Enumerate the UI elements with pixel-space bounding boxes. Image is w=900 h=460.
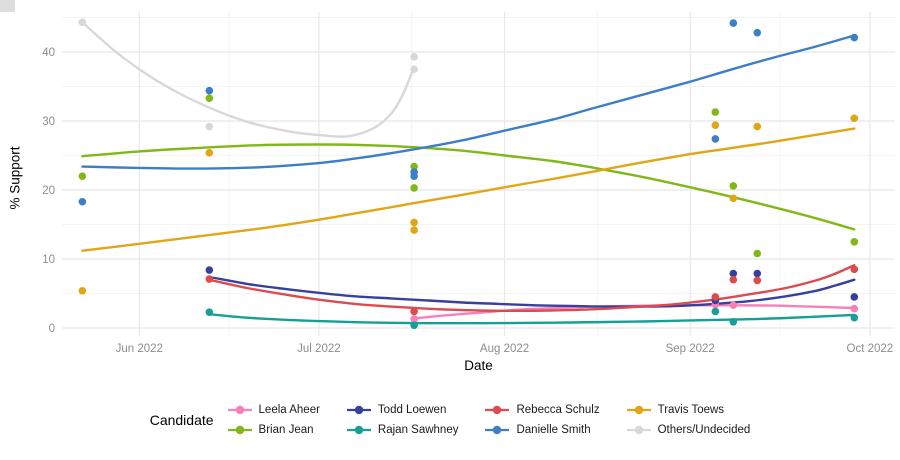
point-todd-loewen [753, 269, 762, 278]
chart-svg: 0 10 20 30 40 Jun 2022 Jul 2022 Aug 2022 Sep 202… [42, 12, 895, 355]
y-tick-label: 0 [49, 323, 55, 335]
series-line-travis-toews [81, 127, 856, 252]
point-brian-jean [711, 108, 720, 116]
point-travis-toews [410, 226, 418, 234]
point-todd-loewen [729, 269, 738, 278]
legend-key-icon [346, 425, 371, 435]
point-danielle-smith [410, 172, 418, 181]
point-danielle-smith [729, 19, 738, 27]
point-rebecca-schulz [711, 293, 720, 301]
legend-key-icon [626, 405, 651, 415]
legend-item-label: Danielle Smith [516, 424, 591, 436]
legend-item-label: Others/Undecided [657, 424, 751, 436]
series-line-others-undecided [81, 21, 416, 138]
point-todd-loewen [850, 293, 859, 301]
point-others-undecided [205, 122, 214, 131]
point-leela-aheer [850, 304, 859, 313]
legend-key-icon [626, 425, 651, 435]
legend-item-label: Leela Aheer [258, 404, 320, 416]
point-brian-jean [78, 172, 87, 181]
series-line-rebecca-schulz [208, 264, 856, 313]
point-rajan-sawhney [729, 318, 738, 326]
legend-key-icon [227, 405, 252, 415]
point-brian-jean [410, 184, 418, 192]
point-travis-toews [410, 218, 418, 227]
legend-item-rebecca-schulz: Rebecca Schulz [484, 404, 600, 416]
point-rebecca-schulz [753, 276, 762, 285]
legend-title: Candidate [149, 412, 214, 428]
point-rajan-sawhney [850, 313, 859, 322]
x-axis-title: Date [464, 358, 493, 373]
x-tick-label: Aug 2022 [480, 343, 529, 355]
legend-item-others-undecided: Others/Undecided [626, 424, 751, 436]
legend-item-label: Travis Toews [657, 404, 725, 416]
point-travis-toews [753, 122, 762, 131]
legend-item-label: Brian Jean [258, 424, 314, 436]
legend-item-label: Rebecca Schulz [516, 404, 600, 416]
point-brian-jean [753, 249, 762, 258]
corner-artifact [0, 0, 15, 12]
y-tick-label: 40 [42, 47, 55, 59]
y-axis-title: % Support [7, 146, 23, 210]
x-tick-label: Sep 2022 [666, 343, 715, 355]
legend-item-rajan-sawhney: Rajan Sawhney [346, 424, 459, 436]
point-leela-aheer [729, 301, 738, 310]
legend-item-leela-aheer: Leela Aheer [227, 404, 320, 416]
legend-item-todd-loewen: Todd Loewen [346, 404, 459, 416]
series-line-todd-loewen [208, 275, 856, 308]
point-travis-toews [729, 194, 738, 203]
point-brian-jean [729, 182, 738, 190]
legend-item-label: Todd Loewen [377, 404, 447, 416]
point-others-undecided [410, 65, 418, 74]
legend: Candidate Leela Aheer Todd Loewen Rebecca … [0, 382, 900, 458]
point-leela-aheer [410, 315, 418, 323]
point-travis-toews [205, 148, 214, 157]
point-danielle-smith [753, 28, 762, 37]
point-danielle-smith [711, 135, 720, 143]
legend-key-icon [227, 425, 252, 435]
point-danielle-smith [78, 197, 87, 206]
x-tick-label: Jun 2022 [116, 343, 163, 355]
point-travis-toews [711, 121, 720, 129]
point-rebecca-schulz [729, 275, 738, 284]
point-rajan-sawhney [711, 307, 720, 316]
x-tick-label: Jul 2022 [297, 343, 340, 355]
point-rajan-sawhney [205, 308, 214, 316]
legend-item-brian-jean: Brian Jean [227, 424, 320, 436]
point-others-undecided [410, 53, 418, 61]
point-travis-toews [78, 286, 87, 295]
point-brian-jean [850, 237, 859, 246]
point-rebecca-schulz [410, 307, 418, 316]
point-todd-loewen [205, 266, 214, 274]
legend-item-label: Rajan Sawhney [377, 424, 459, 436]
legend-key-icon [485, 405, 510, 415]
y-tick-label: 10 [42, 254, 55, 266]
point-travis-toews [850, 114, 859, 123]
legend-key-icon [485, 425, 510, 435]
legend-item-danielle-smith: Danielle Smith [484, 424, 599, 436]
legend-key-icon [346, 405, 371, 415]
series-line-rajan-sawhney [208, 313, 856, 325]
y-tick-label: 30 [42, 116, 55, 128]
series-line-danielle-smith [81, 34, 856, 170]
legend-items: Leela Aheer Todd Loewen Rebecca Schulz Trav… [227, 404, 751, 436]
point-brian-jean [410, 162, 418, 171]
point-rebecca-schulz [850, 265, 859, 274]
legend-item-travis-toews: Travis Toews [626, 404, 751, 416]
point-danielle-smith [850, 33, 859, 42]
point-danielle-smith [205, 86, 214, 95]
point-rajan-sawhney [410, 321, 418, 330]
x-tick-label: Oct 2022 [847, 343, 894, 355]
point-brian-jean [205, 94, 214, 103]
series-line-brian-jean [81, 143, 856, 231]
point-rebecca-schulz [205, 275, 214, 283]
y-tick-label: 20 [42, 185, 55, 197]
point-others-undecided [78, 18, 87, 27]
